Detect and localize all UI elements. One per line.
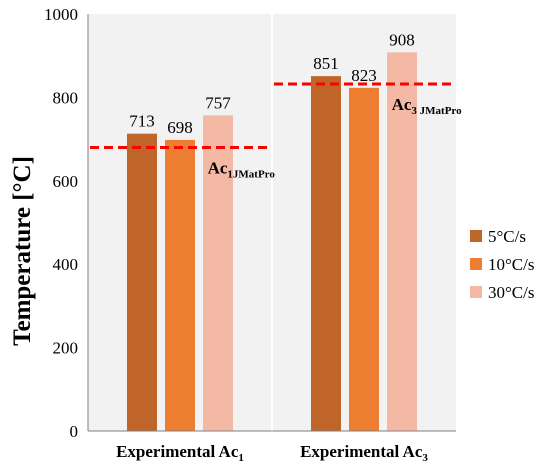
value-labels: 713 698 757 851 823 908 (129, 30, 415, 137)
axes (87, 14, 456, 432)
data-label: 757 (205, 93, 231, 112)
reference-line-label: Ac3 JMatPro (392, 95, 463, 117)
y-tick-label: 400 (53, 255, 79, 274)
legend-label: 30°C/s (488, 283, 534, 302)
bars (127, 52, 417, 432)
legend-swatch (470, 230, 482, 242)
bar (387, 52, 417, 431)
y-tick-label: 600 (53, 172, 79, 191)
data-label: 698 (167, 118, 193, 137)
reference-line-label: Ac1JMatPro (208, 158, 276, 180)
legend-label: 10°C/s (488, 255, 534, 274)
data-label: 851 (313, 54, 339, 73)
y-tick-label: 800 (53, 88, 79, 107)
y-tick-label: 0 (70, 422, 79, 441)
legend-label: 5°C/s (488, 227, 526, 246)
legend-swatch (470, 258, 482, 270)
data-label: 823 (351, 66, 377, 85)
y-axis-label: Temperature [°C] (9, 156, 36, 346)
x-tick-label: Experimental Ac3 (300, 442, 428, 464)
bar (127, 133, 157, 431)
bar (203, 115, 233, 432)
y-tick-label: 200 (53, 339, 79, 358)
bar (165, 139, 195, 431)
reference-lines: Ac1JMatPro Ac3 JMatPro (90, 82, 463, 180)
data-label: 908 (389, 30, 415, 49)
x-tick-labels: Experimental Ac1 Experimental Ac3 (116, 442, 428, 464)
x-tick-label: Experimental Ac1 (116, 442, 244, 464)
y-tick-label: 1000 (44, 5, 78, 24)
y-tick-labels: 0 200 400 600 800 1000 (44, 5, 78, 441)
bar (349, 87, 379, 432)
legend-swatch (470, 286, 482, 298)
bar (311, 76, 341, 432)
data-label: 713 (129, 112, 155, 131)
legend: 5°C/s 10°C/s 30°C/s (470, 227, 534, 302)
